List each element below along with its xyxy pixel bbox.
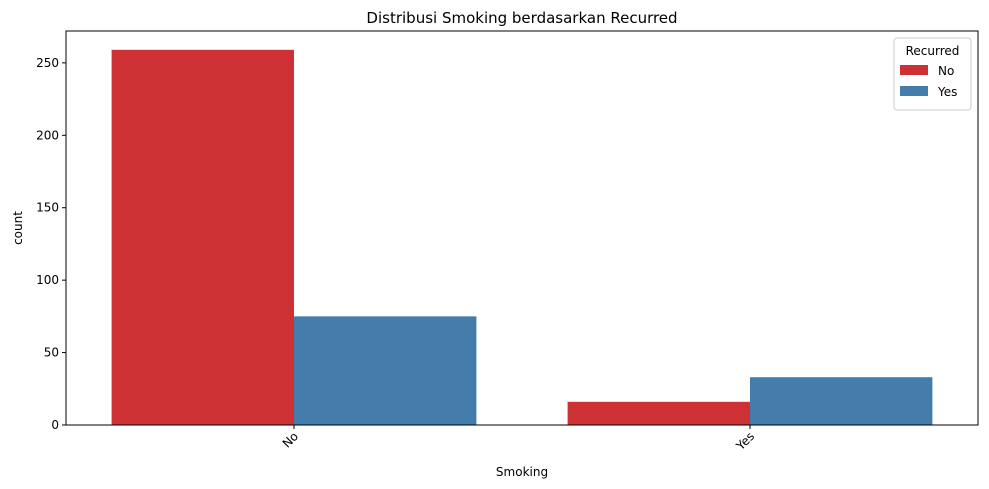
legend-label-yes: Yes <box>937 85 957 99</box>
y-tick-label: 150 <box>36 201 59 215</box>
bar-yes-yes <box>750 377 933 425</box>
bar-yes-no <box>567 401 750 425</box>
y-axis: 0 50 100 150 200 250 <box>36 56 66 432</box>
legend-label-no: No <box>938 64 954 78</box>
legend-swatch-yes <box>900 86 928 96</box>
x-axis-label: Smoking <box>496 465 548 479</box>
y-tick-label: 50 <box>44 346 59 360</box>
y-axis-label: count <box>11 211 25 245</box>
bar-no-no <box>111 49 294 426</box>
x-axis: No Yes <box>280 425 757 454</box>
legend-swatch-no <box>900 65 928 75</box>
y-tick-label: 0 <box>51 418 59 432</box>
bars-group <box>111 49 933 426</box>
y-tick-label: 250 <box>36 56 59 70</box>
legend: Recurred No Yes <box>893 37 972 111</box>
chart-title: Distribusi Smoking berdasarkan Recurred <box>366 9 677 27</box>
y-tick-label: 200 <box>36 128 59 142</box>
x-tick-label-no: No <box>280 429 301 450</box>
bar-no-yes <box>294 316 477 425</box>
y-tick-label: 100 <box>36 273 59 287</box>
legend-title: Recurred <box>906 44 960 58</box>
plot-frame <box>65 30 979 426</box>
x-tick-label-yes: Yes <box>733 429 757 453</box>
